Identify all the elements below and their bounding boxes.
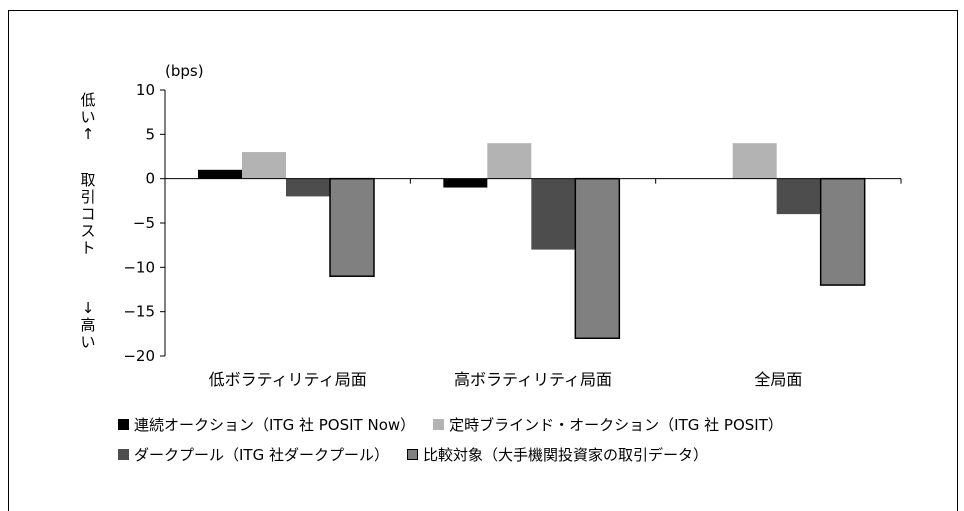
bar [198, 169, 242, 179]
bar [329, 177, 375, 277]
chart-frame [8, 10, 958, 511]
legend-label: ダークプール（ITG 社ダークプール） [134, 446, 389, 464]
bar [242, 152, 286, 179]
y-label-low: 低い ↑ [80, 91, 96, 143]
bar [732, 143, 777, 179]
y-label-high: ↓ 高い [80, 299, 96, 351]
legend-label: 定時ブラインド・オークション（ITG 社 POSIT） [449, 416, 783, 434]
legend-item: 連続オークション（ITG 社 POSIT Now） [118, 414, 415, 435]
legend-swatch [406, 449, 418, 460]
bar [443, 178, 488, 188]
y-tick-label: 10 [136, 81, 155, 99]
bar [286, 178, 330, 197]
bar [819, 177, 866, 286]
y-label-cost: 取引コスト [80, 171, 96, 257]
y-unit-label: (bps) [165, 62, 204, 80]
y-tick-label: −5 [133, 214, 155, 232]
bar [487, 143, 532, 179]
y-tick-label: −10 [123, 258, 155, 276]
y-tick-label: −20 [123, 347, 155, 365]
legend-item: 定時ブラインド・オークション（ITG 社 POSIT） [433, 414, 783, 435]
y-tick-label: −15 [123, 303, 155, 321]
category-label: 高ボラティリティ局面 [454, 370, 612, 389]
bar [776, 178, 821, 215]
category-label: 低ボラティリティ局面 [209, 370, 367, 389]
legend-item: 比較対象（大手機関投資家の取引データ） [406, 444, 708, 465]
legend-row: ダークプール（ITG 社ダークプール） 比較対象（大手機関投資家の取引データ） [118, 444, 726, 465]
bar [531, 178, 576, 250]
legend-swatch [118, 419, 129, 430]
legend-item: ダークプール（ITG 社ダークプール） [118, 444, 389, 465]
bar [574, 177, 621, 340]
legend-row: 連続オークション（ITG 社 POSIT Now） 定時ブラインド・オークション（… [118, 414, 801, 435]
y-tick-label: 0 [145, 170, 155, 188]
legend-label: 連続オークション（ITG 社 POSIT Now） [134, 416, 416, 434]
legend-label: 比較対象（大手機関投資家の取引データ） [422, 446, 708, 464]
legend-swatch [433, 419, 445, 430]
y-tick-label: 5 [145, 125, 155, 143]
legend-swatch [118, 449, 129, 460]
category-label: 全局面 [754, 370, 802, 389]
